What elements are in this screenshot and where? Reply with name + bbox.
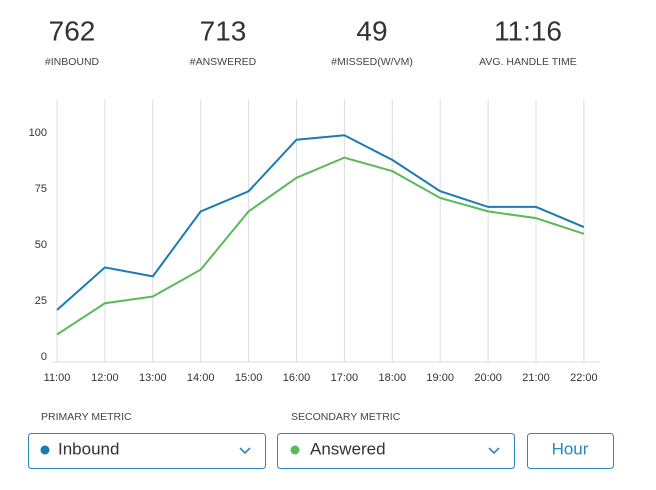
stat-value: 11:16	[494, 15, 562, 46]
series-line	[56, 156, 585, 336]
stat-label: #ANSWERED	[190, 56, 257, 68]
dropdown-value: Inbound	[58, 439, 119, 458]
stat-label: #MISSED(W/VM)	[331, 56, 413, 68]
chevron	[239, 447, 251, 455]
x-tick-label: 14:00	[187, 372, 215, 384]
x-tick-label: 22:00	[570, 372, 598, 384]
chevron	[488, 447, 500, 455]
button-label: Hour	[552, 439, 589, 458]
x-tick-label: 11:00	[44, 372, 71, 384]
stat-value: 713	[200, 15, 247, 46]
primary-dropdown[interactable]: Inbound	[28, 433, 266, 469]
interval-button[interactable]: Hour	[527, 433, 614, 469]
stat-value: 49	[356, 15, 387, 46]
x-tick-label: 19:00	[426, 372, 454, 384]
y-tick-label: 100	[29, 127, 47, 139]
button-box[interactable]	[527, 433, 614, 469]
dropdown-box[interactable]	[28, 433, 266, 469]
series-line	[56, 134, 585, 311]
x-tick-label: 12:00	[91, 372, 119, 384]
stat-label: #INBOUND	[45, 56, 100, 68]
series-dot	[290, 445, 300, 455]
secondary-label: SECONDARY METRIC	[291, 411, 401, 423]
x-tick-label: 15:00	[235, 372, 263, 384]
x-tick-label: 17:00	[331, 372, 359, 384]
x-tick-label: 13:00	[139, 372, 167, 384]
secondary-dropdown[interactable]: Answered	[277, 433, 515, 469]
y-tick-label: 50	[35, 239, 47, 251]
x-tick-label: 20:00	[474, 372, 502, 384]
stat-label: AVG. HANDLE TIME	[479, 56, 577, 68]
y-tick-label: 0	[41, 351, 47, 363]
dropdown-box[interactable]	[277, 433, 515, 469]
x-tick-label: 18:00	[379, 372, 407, 384]
stat-value: 762	[49, 15, 96, 46]
x-tick-label: 21:00	[522, 372, 550, 384]
y-tick-label: 75	[35, 183, 47, 195]
series-dot	[40, 445, 50, 455]
primary-label: PRIMARY METRIC	[41, 411, 132, 423]
dropdown-value: Answered	[310, 439, 386, 458]
x-tick-label: 16:00	[283, 372, 311, 384]
y-tick-label: 25	[35, 295, 47, 307]
